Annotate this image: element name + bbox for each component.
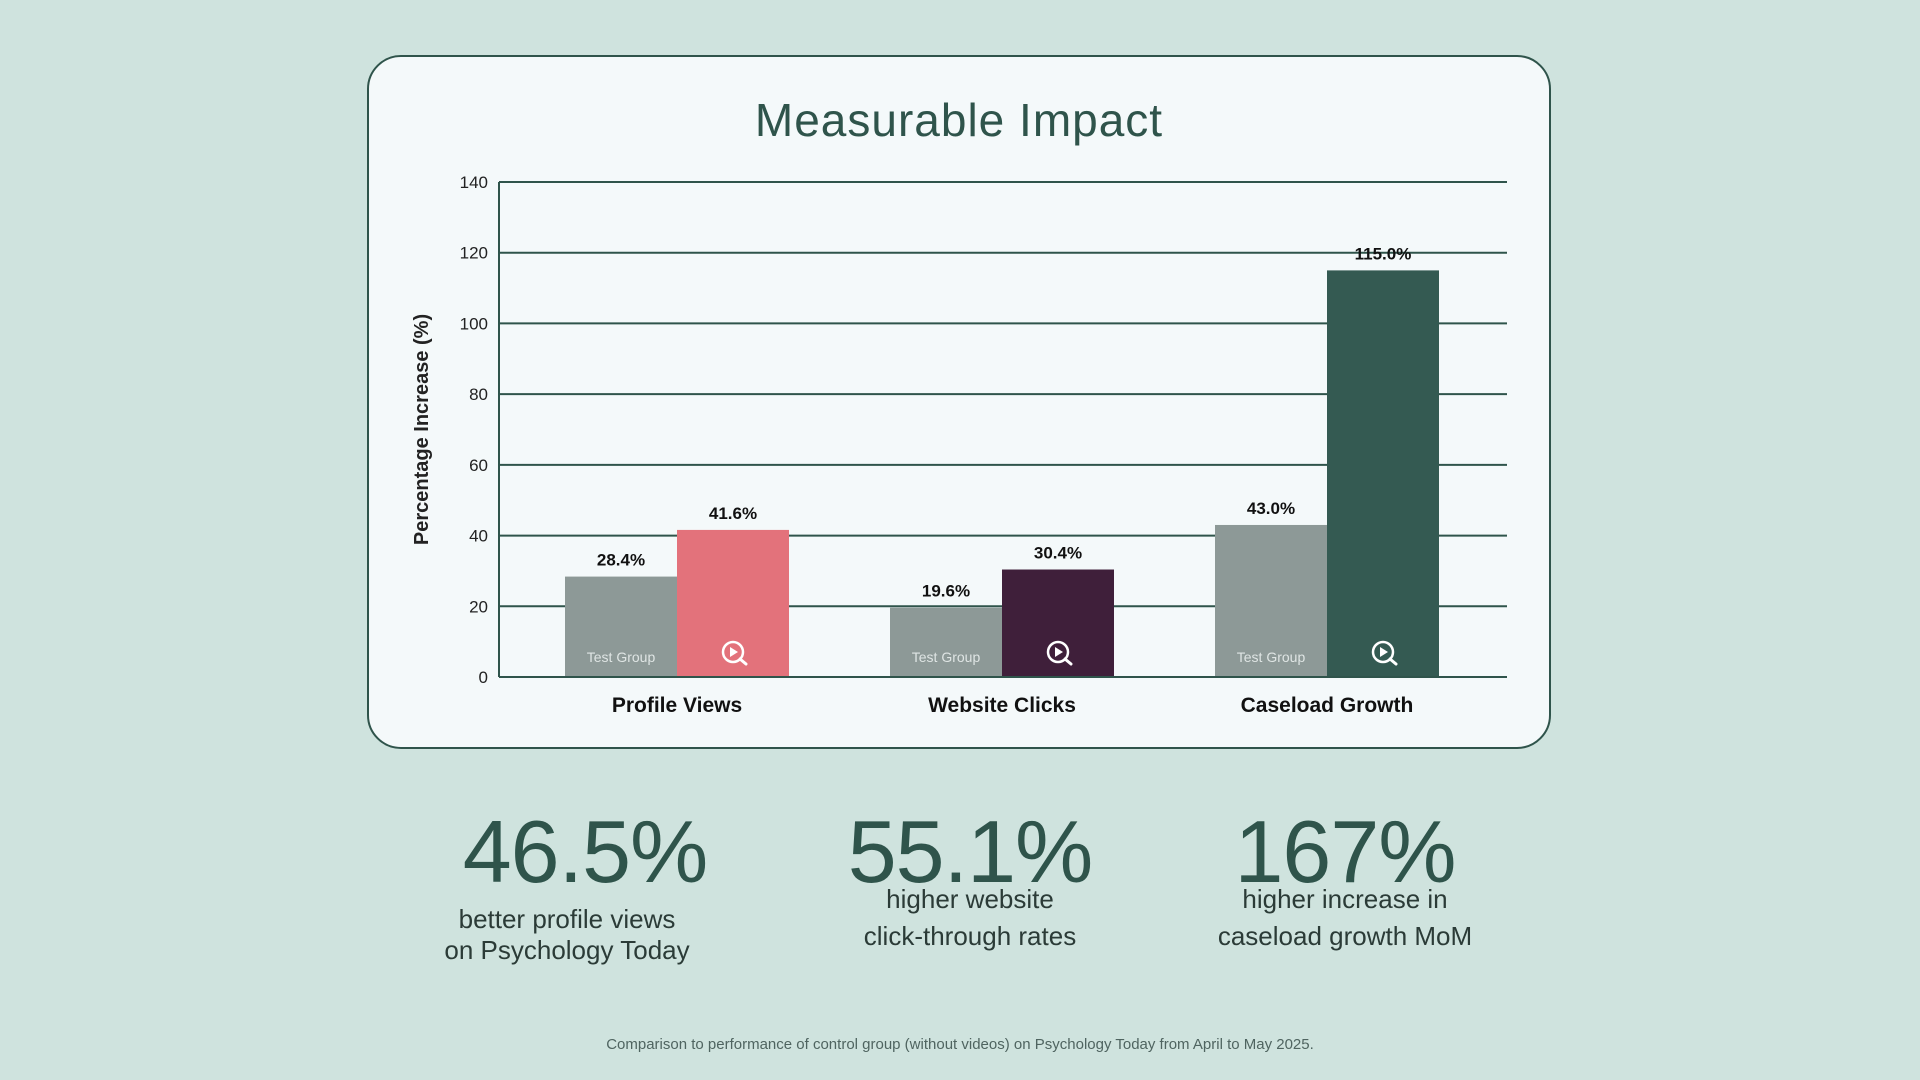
y-tick-label: 120 <box>460 244 488 263</box>
search-handle-icon <box>1388 657 1398 666</box>
x-category-label: Caseload Growth <box>1241 694 1414 717</box>
stat-value: 167% <box>1234 802 1456 901</box>
bar-data-label: 115.0% <box>1355 244 1412 263</box>
bar-data-label: 28.4% <box>597 551 645 570</box>
stat-caption-line: click-through rates <box>863 921 1077 951</box>
bar-data-label: 19.6% <box>922 582 970 601</box>
y-tick-label: 20 <box>469 597 488 616</box>
y-tick-label: 40 <box>469 527 488 546</box>
search-handle-icon <box>1063 657 1073 666</box>
stat-value: 46.5% <box>462 802 709 901</box>
stat-caption-line: higher website <box>886 884 1054 914</box>
stat-caption-line: caseload growth MoM <box>1217 921 1473 951</box>
stat-caseload-growth: 167% higher increase in caseload growth … <box>1195 808 1495 952</box>
bar-data-label: 43.0% <box>1247 499 1295 518</box>
y-tick-label: 80 <box>469 385 488 404</box>
y-tick-label: 100 <box>460 314 488 333</box>
bar <box>1002 569 1114 677</box>
y-tick-label: 60 <box>469 456 488 475</box>
stat-caption-line: better profile views <box>458 904 676 934</box>
stat-caption-line: higher increase in <box>1242 884 1448 914</box>
bar <box>890 607 1002 677</box>
y-axis-label: Percentage Increase (%) <box>411 314 433 545</box>
bar-data-label: 30.4% <box>1034 544 1082 563</box>
chart-card: Measurable Impact 0 20 40 60 80 100 120 140 Perc… <box>367 55 1551 749</box>
y-tick-label: 140 <box>460 173 488 192</box>
stat-value: 55.1% <box>847 802 1094 901</box>
footnote: Comparison to performance of control gro… <box>606 1036 1314 1053</box>
bar-chart: 0 20 40 60 80 100 120 140 Percentage Increase (%… <box>411 173 1507 717</box>
bar-inner-label: Test Group <box>912 649 981 665</box>
stat-caption-line: on Psychology Today <box>444 935 690 965</box>
play-triangle-icon <box>1055 647 1063 657</box>
stat-profile-views: 46.5% better profile views on Psychology… <box>440 808 730 966</box>
x-category-label: Profile Views <box>612 694 742 717</box>
bar <box>1215 524 1327 677</box>
play-search-icon <box>1371 640 1395 664</box>
bar-inner-label: Test Group <box>1237 649 1306 665</box>
play-triangle-icon <box>730 647 738 657</box>
x-category-label: Website Clicks <box>928 694 1076 717</box>
y-tick-label: 0 <box>479 668 488 687</box>
chart-title: Measurable Impact <box>754 94 1164 146</box>
play-triangle-icon <box>1380 647 1388 657</box>
bar-data-label: 41.6% <box>709 504 757 523</box>
play-search-icon <box>721 640 745 664</box>
play-search-icon <box>1046 640 1070 664</box>
stat-website-clicks: 55.1% higher website click-through rates <box>820 808 1120 952</box>
bar <box>565 576 677 677</box>
search-handle-icon <box>738 657 748 666</box>
bar-inner-label: Test Group <box>587 649 656 665</box>
bar <box>1327 270 1439 677</box>
